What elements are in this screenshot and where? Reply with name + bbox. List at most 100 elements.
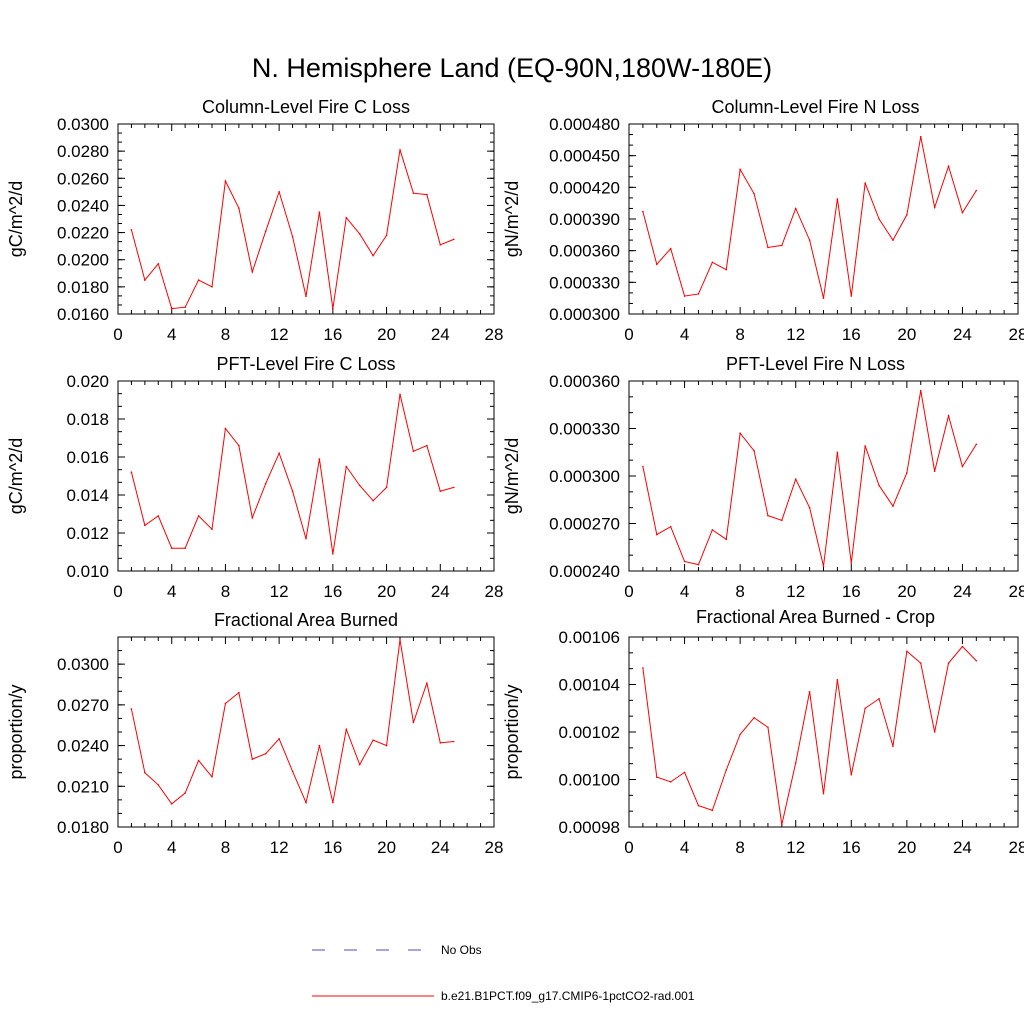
x-tick-label: 0 <box>113 838 122 857</box>
data-point <box>864 445 866 447</box>
y-tick-label: 0.016 <box>66 448 109 467</box>
data-point <box>822 792 825 795</box>
y-axis-label: gN/m^2/d <box>502 181 522 257</box>
x-tick-label: 4 <box>680 582 689 601</box>
data-point <box>439 490 442 493</box>
legend-item: b.e21.B1PCT.f09_g17.CMIP6-1pctCO2-rad.00… <box>312 989 695 1003</box>
data-point <box>157 262 160 265</box>
data-point <box>697 293 700 295</box>
data-point <box>781 519 783 522</box>
data-point <box>781 823 783 826</box>
y-tick-label: 0.0300 <box>57 655 109 674</box>
data-point <box>642 667 644 669</box>
y-tick-label: 0.0270 <box>57 696 109 715</box>
data-point <box>697 804 700 807</box>
y-tick-label: 0.0200 <box>57 251 109 270</box>
y-tick-label: 0.00106 <box>559 628 620 647</box>
series-line <box>642 136 977 299</box>
series-line <box>642 390 977 567</box>
panel-title: PFT-Level Fire C Loss <box>216 354 395 374</box>
x-tick-label: 12 <box>270 582 289 601</box>
y-tick-label: 0.000480 <box>549 115 620 134</box>
plot-frame <box>628 636 1019 828</box>
data-point <box>184 792 186 794</box>
x-tick-label: 0 <box>113 325 122 344</box>
data-point <box>197 759 200 762</box>
y-tick-label: 0.000300 <box>549 305 620 324</box>
legend-label: No Obs <box>441 943 482 957</box>
plot-frame <box>628 380 1019 572</box>
data-point <box>822 565 825 568</box>
data-point <box>345 465 348 468</box>
figure-title: N. Hemisphere Land (EQ-90N,180W-180E) <box>252 53 772 83</box>
x-tick-label: 28 <box>485 838 504 857</box>
y-tick-label: 0.020 <box>66 372 109 391</box>
data-point <box>683 771 686 774</box>
data-point <box>906 650 908 653</box>
data-point <box>836 451 839 454</box>
data-point <box>864 707 866 710</box>
data-point <box>305 295 307 298</box>
data-point <box>305 801 307 804</box>
series-line <box>130 394 454 554</box>
data-point <box>130 708 133 710</box>
y-tick-label: 0.000330 <box>549 273 620 292</box>
data-point <box>683 295 686 297</box>
data-point <box>318 458 321 460</box>
panels: 0 4 8 12 16 20 24 280.01600.01800.02000.02200.0… <box>6 97 1024 857</box>
y-tick-label: 0.000360 <box>549 242 620 261</box>
y-tick-label: 0.00100 <box>559 771 620 790</box>
data-point <box>144 524 146 527</box>
data-point <box>399 148 401 151</box>
data-point <box>878 484 880 487</box>
data-point <box>358 763 361 766</box>
y-tick-label: 0.000300 <box>549 467 620 486</box>
data-point <box>892 745 894 748</box>
data-point <box>655 776 658 778</box>
data-point <box>808 239 811 241</box>
x-tick-label: 24 <box>431 325 450 344</box>
data-point <box>238 444 240 447</box>
data-point <box>753 449 755 452</box>
y-tick-label: 0.012 <box>66 524 109 543</box>
panel-title: Fractional Area Burned - Crop <box>696 607 935 627</box>
data-point <box>278 452 280 455</box>
data-point <box>318 211 321 214</box>
x-tick-label: 28 <box>1009 838 1024 857</box>
y-tick-label: 0.0180 <box>57 818 109 837</box>
data-point <box>251 271 254 273</box>
data-point <box>452 486 455 489</box>
x-tick-label: 20 <box>897 838 916 857</box>
x-tick-label: 4 <box>680 325 689 344</box>
data-point <box>892 239 894 241</box>
x-tick-label: 0 <box>113 582 122 601</box>
data-point <box>753 716 755 719</box>
data-point <box>753 192 755 195</box>
data-point <box>642 465 644 468</box>
x-tick-label: 8 <box>221 325 230 344</box>
data-point <box>399 393 401 396</box>
y-axis-label: gC/m^2/d <box>6 438 26 514</box>
data-point <box>711 529 714 531</box>
data-point <box>130 471 133 474</box>
data-point <box>822 297 825 299</box>
data-point <box>808 690 811 693</box>
data-point <box>264 752 267 755</box>
data-point <box>906 472 908 474</box>
data-point <box>975 189 978 192</box>
data-point <box>919 662 922 664</box>
x-tick-label: 28 <box>1009 325 1024 344</box>
data-point <box>878 697 880 700</box>
data-point <box>264 230 267 233</box>
y-tick-label: 0.014 <box>66 486 109 505</box>
data-point <box>412 192 415 195</box>
data-point <box>385 234 388 237</box>
data-point <box>669 247 672 250</box>
data-point <box>345 728 348 731</box>
data-point <box>850 773 853 776</box>
data-point <box>794 478 797 480</box>
x-tick-label: 24 <box>431 838 450 857</box>
data-point <box>933 470 936 473</box>
x-tick-label: 12 <box>786 325 805 344</box>
data-point <box>947 165 950 168</box>
